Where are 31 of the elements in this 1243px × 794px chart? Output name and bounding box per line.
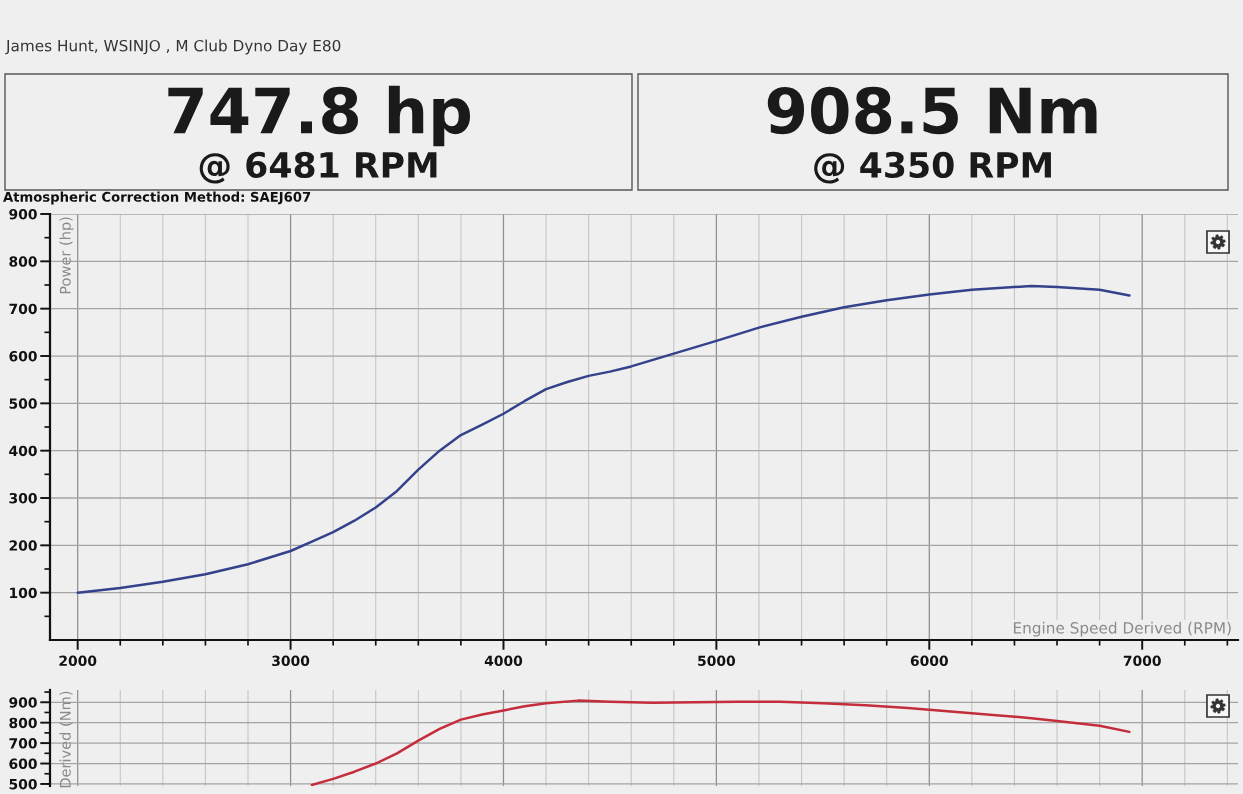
y-tick-label: 100 bbox=[10, 587, 37, 599]
y-tick-label: 600 bbox=[9, 350, 37, 362]
y-axis-title: Derived (Nm) bbox=[59, 691, 73, 788]
x-tick-label: 5000 bbox=[698, 655, 736, 667]
x-tick-label: 6000 bbox=[910, 655, 948, 667]
y-tick-label: 700 bbox=[9, 738, 37, 749]
y-tick-label: 500 bbox=[9, 398, 37, 409]
line-series bbox=[76, 284, 1131, 594]
y-tick-label: 400 bbox=[9, 445, 37, 457]
y-tick-label: 900 bbox=[9, 208, 37, 220]
text: 908.5 Nm bbox=[767, 86, 1097, 135]
line-series bbox=[310, 699, 1131, 786]
y-axis-title: Power (hp) bbox=[59, 217, 74, 294]
y-tick-label: 600 bbox=[9, 758, 37, 770]
chart-title: James Hunt, WSINJO , M Club Dyno Day E80 bbox=[5, 39, 341, 55]
x-axis-title: Engine Speed Derived (RPM) bbox=[1013, 621, 1231, 637]
y-tick-label: 300 bbox=[9, 492, 37, 504]
x-tick-label: 3000 bbox=[272, 655, 310, 667]
y-tick-label: 200 bbox=[9, 540, 37, 551]
x-tick-label: 4000 bbox=[484, 655, 523, 667]
text: Atmospheric Correction Method: SAEJ607 bbox=[3, 191, 311, 205]
x-tick-label: 2000 bbox=[59, 655, 97, 667]
y-tick-label: 900 bbox=[9, 697, 37, 708]
text: @ 4350 RPM bbox=[814, 151, 1051, 184]
y-tick-label: 500 bbox=[9, 778, 37, 790]
x-tick-label: 7000 bbox=[1123, 655, 1161, 667]
y-tick-label: 700 bbox=[9, 303, 37, 315]
text: 747.8 hp bbox=[168, 85, 471, 147]
y-tick-label: 800 bbox=[9, 717, 37, 729]
text: @ 6481 RPM bbox=[199, 151, 437, 184]
y-tick-label: 800 bbox=[9, 256, 37, 267]
